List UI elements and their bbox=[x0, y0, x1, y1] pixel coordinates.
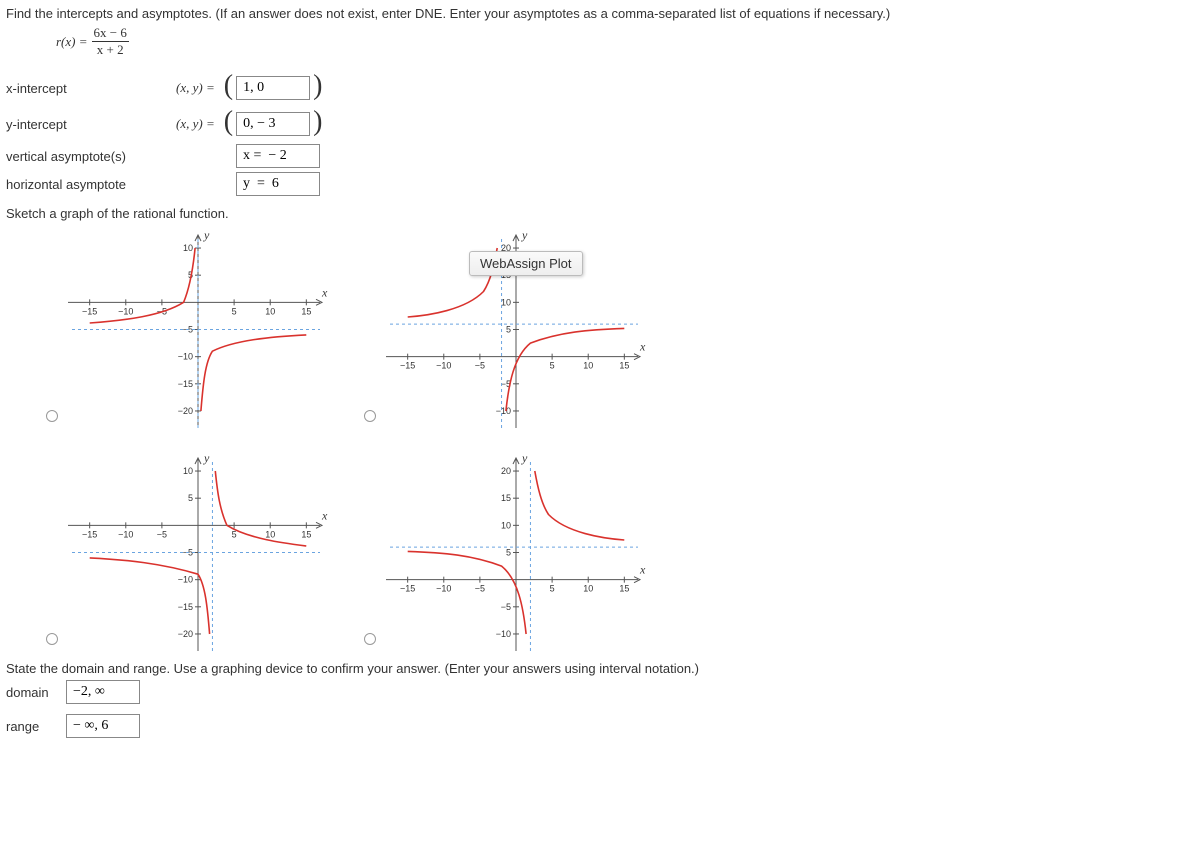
graph-option-3[interactable]: yx−15−10−551015105−5−10−15−20 bbox=[46, 446, 346, 651]
paren-open: ( bbox=[221, 106, 236, 138]
webassign-tooltip: WebAssign Plot bbox=[469, 251, 583, 276]
svg-text:10: 10 bbox=[583, 361, 593, 371]
svg-text:x: x bbox=[639, 563, 646, 577]
svg-text:5: 5 bbox=[550, 361, 555, 371]
row-x-intercept: x-intercept (x, y) = ( ) bbox=[6, 72, 1194, 104]
graph-choice-grid: y x −15 −10 −5 5 10 15 10 5 −5 −10 −15 −20 y x −15 −10 −5… bbox=[46, 223, 1194, 651]
svg-text:15: 15 bbox=[301, 529, 311, 539]
radio-1[interactable] bbox=[46, 410, 58, 422]
input-y-intercept[interactable] bbox=[236, 112, 310, 136]
svg-text:y: y bbox=[521, 451, 528, 465]
svg-text:10: 10 bbox=[265, 306, 275, 316]
input-range[interactable] bbox=[66, 714, 140, 738]
formula-num: 6x − 6 bbox=[92, 25, 129, 42]
label-vertical-asymptote: vertical asymptote(s) bbox=[6, 149, 236, 164]
svg-text:−10: −10 bbox=[496, 629, 511, 639]
svg-text:y: y bbox=[203, 451, 210, 465]
svg-text:y: y bbox=[203, 228, 210, 242]
label-domain: domain bbox=[6, 685, 66, 700]
svg-text:15: 15 bbox=[619, 361, 629, 371]
svg-text:5: 5 bbox=[188, 493, 193, 503]
svg-text:−10: −10 bbox=[436, 361, 451, 371]
label-x-intercept: x-intercept bbox=[6, 81, 176, 96]
sketch-prompt: Sketch a graph of the rational function. bbox=[6, 206, 1194, 221]
graph-4-svg: y x −15 −10 −5 5 10 15 20 15 10 5 −5 −10 bbox=[386, 446, 646, 651]
svg-text:x: x bbox=[639, 340, 646, 354]
svg-text:−15: −15 bbox=[82, 529, 97, 539]
svg-text:y: y bbox=[521, 228, 528, 242]
svg-text:−5: −5 bbox=[501, 602, 511, 612]
graph-option-4[interactable]: y x −15 −10 −5 5 10 15 20 15 10 5 −5 −10 bbox=[364, 446, 664, 651]
graph-option-1[interactable]: yx−15−10−551015105−5−10−15−20 bbox=[46, 223, 346, 428]
svg-text:−10: −10 bbox=[178, 352, 193, 362]
svg-text:10: 10 bbox=[501, 297, 511, 307]
svg-text:x: x bbox=[321, 285, 328, 299]
svg-text:x: x bbox=[321, 508, 328, 522]
prefix-y-intercept: (x, y) = bbox=[176, 116, 215, 132]
paren-close: ) bbox=[310, 70, 325, 102]
svg-text:−10: −10 bbox=[118, 529, 133, 539]
graph-option-2[interactable]: yx−15−10−5510152015105−5−10 WebAssign Pl… bbox=[364, 223, 664, 428]
svg-text:−10: −10 bbox=[436, 584, 451, 594]
label-y-intercept: y-intercept bbox=[6, 117, 176, 132]
row-vertical-asymptote: vertical asymptote(s) bbox=[6, 144, 1194, 168]
svg-text:−5: −5 bbox=[475, 361, 485, 371]
row-horizontal-asymptote: horizontal asymptote bbox=[6, 172, 1194, 196]
graph-1-svg: yx−15−10−551015105−5−10−15−20 bbox=[68, 223, 328, 428]
row-domain: domain bbox=[6, 680, 1194, 704]
label-range: range bbox=[6, 719, 66, 734]
svg-text:15: 15 bbox=[501, 493, 511, 503]
svg-text:−5: −5 bbox=[475, 584, 485, 594]
input-x-intercept[interactable] bbox=[236, 76, 310, 100]
svg-text:−20: −20 bbox=[178, 406, 193, 416]
prefix-x-intercept: (x, y) = bbox=[176, 80, 215, 96]
svg-text:−10: −10 bbox=[178, 575, 193, 585]
svg-text:5: 5 bbox=[506, 325, 511, 335]
svg-text:−15: −15 bbox=[400, 584, 415, 594]
formula: r(x) = 6x − 6 x + 2 bbox=[56, 25, 129, 58]
row-range: range bbox=[6, 714, 1194, 738]
input-horizontal-asymptote[interactable] bbox=[236, 172, 320, 196]
paren-open: ( bbox=[221, 70, 236, 102]
input-domain[interactable] bbox=[66, 680, 140, 704]
svg-text:−10: −10 bbox=[496, 406, 511, 416]
svg-text:5: 5 bbox=[550, 584, 555, 594]
svg-text:−15: −15 bbox=[400, 361, 415, 371]
svg-text:10: 10 bbox=[501, 520, 511, 530]
svg-text:15: 15 bbox=[619, 584, 629, 594]
svg-text:−15: −15 bbox=[178, 379, 193, 389]
svg-text:−20: −20 bbox=[178, 629, 193, 639]
radio-3[interactable] bbox=[46, 633, 58, 645]
paren-close: ) bbox=[310, 106, 325, 138]
svg-text:10: 10 bbox=[265, 529, 275, 539]
formula-lhs: r(x) = bbox=[56, 34, 88, 50]
svg-text:−15: −15 bbox=[178, 602, 193, 612]
input-vertical-asymptote[interactable] bbox=[236, 144, 320, 168]
svg-text:5: 5 bbox=[506, 548, 511, 558]
svg-text:−5: −5 bbox=[157, 529, 167, 539]
svg-text:10: 10 bbox=[583, 584, 593, 594]
radio-4[interactable] bbox=[364, 633, 376, 645]
formula-fraction: 6x − 6 x + 2 bbox=[92, 25, 129, 58]
svg-text:5: 5 bbox=[232, 306, 237, 316]
svg-text:15: 15 bbox=[301, 306, 311, 316]
svg-text:20: 20 bbox=[501, 466, 511, 476]
formula-den: x + 2 bbox=[92, 42, 129, 58]
label-horizontal-asymptote: horizontal asymptote bbox=[6, 177, 236, 192]
svg-text:−10: −10 bbox=[118, 306, 133, 316]
domain-range-prompt: State the domain and range. Use a graphi… bbox=[6, 661, 1194, 676]
svg-text:10: 10 bbox=[183, 466, 193, 476]
graph-3-svg: yx−15−10−551015105−5−10−15−20 bbox=[68, 446, 328, 651]
radio-2[interactable] bbox=[364, 410, 376, 422]
svg-text:10: 10 bbox=[183, 243, 193, 253]
svg-text:−15: −15 bbox=[82, 306, 97, 316]
row-y-intercept: y-intercept (x, y) = ( ) bbox=[6, 108, 1194, 140]
question-text: Find the intercepts and asymptotes. (If … bbox=[6, 6, 1194, 21]
